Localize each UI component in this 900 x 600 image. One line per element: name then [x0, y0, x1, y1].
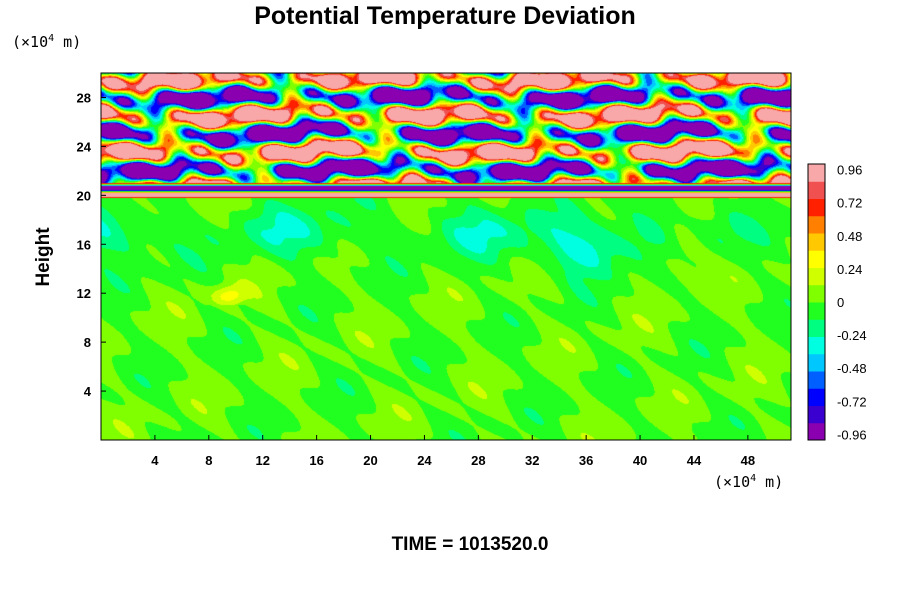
y-tick-label: 20 [77, 188, 91, 203]
colorbar-swatch [808, 422, 825, 441]
colorbar-tick-label: 0.24 [837, 262, 862, 277]
y-tick-label: 16 [77, 237, 91, 252]
y-tick-label: 28 [77, 90, 91, 105]
colorbar-tick-label: -0.72 [837, 394, 867, 409]
y-unit-exponent: 4 [48, 33, 54, 44]
x-tick-label: 12 [255, 453, 269, 468]
y-tick-label: 4 [84, 384, 92, 399]
y-tick-label: 8 [84, 335, 91, 350]
colorbar-tick-label: 0.48 [837, 229, 862, 244]
x-tick-label: 28 [471, 453, 485, 468]
colorbar-swatch [808, 371, 825, 389]
y-axis-ticks: 4 8 12 16 20 24 28 [77, 90, 106, 399]
x-tick-label: 40 [633, 453, 647, 468]
x-tick-label: 32 [525, 453, 539, 468]
colorbar-swatch [808, 284, 825, 303]
colorbar-tick-label: -0.96 [837, 427, 867, 442]
y-unit-label: (×104 m) [12, 33, 81, 51]
colorbar-frame [807, 163, 826, 441]
colorbar-swatch [808, 353, 825, 372]
colorbar-swatch [808, 336, 825, 355]
x-unit-label: (×104 m) [714, 473, 783, 491]
colorbar-swatch [808, 388, 825, 406]
x-tick-label: 48 [741, 453, 755, 468]
colorbar-tick-label: 0 [837, 295, 844, 310]
colorbar-swatch [808, 181, 825, 199]
colorbar-swatch [808, 319, 825, 337]
colorbar-tick-label: 0.72 [837, 196, 862, 211]
x-unit-exponent: 4 [750, 473, 756, 484]
chart-title: Potential Temperature Deviation [254, 2, 636, 30]
colorbar-tick-label: 0.96 [837, 163, 862, 178]
x-tick-label: 4 [151, 453, 159, 468]
time-label: TIME = 1013520.0 [392, 534, 549, 555]
colorbar-tick-label: -0.24 [837, 328, 867, 343]
y-tick-label: 12 [77, 286, 91, 301]
y-tick-label: 24 [77, 139, 92, 154]
x-tick-label: 20 [363, 453, 377, 468]
x-axis-ticks: 4 8 12 16 20 24 28 32 36 40 44 48 [151, 435, 755, 468]
x-tick-label: 44 [687, 453, 702, 468]
heatmap-field [101, 73, 791, 440]
colorbar-swatch [808, 302, 825, 320]
x-tick-label: 8 [205, 453, 212, 468]
plot-frame [100, 72, 792, 441]
x-tick-label: 24 [417, 453, 432, 468]
colorbar-swatch [808, 250, 825, 268]
colorbar-swatch [808, 267, 825, 286]
x-tick-label: 16 [309, 453, 323, 468]
colorbar: 0.96 0.72 0.48 0.24 0 -0.24 -0.48 -0.72 -0.96 [807, 163, 867, 442]
colorbar-tick-label: -0.48 [837, 361, 867, 376]
colorbar-swatch [808, 198, 825, 217]
colorbar-swatch [808, 164, 825, 182]
colorbar-swatch [808, 215, 825, 234]
colorbar-swatch [808, 233, 825, 251]
heatmap-plot [101, 73, 791, 440]
x-tick-label: 36 [579, 453, 593, 468]
y-axis-title: Height [33, 227, 54, 287]
colorbar-swatch [808, 405, 825, 424]
